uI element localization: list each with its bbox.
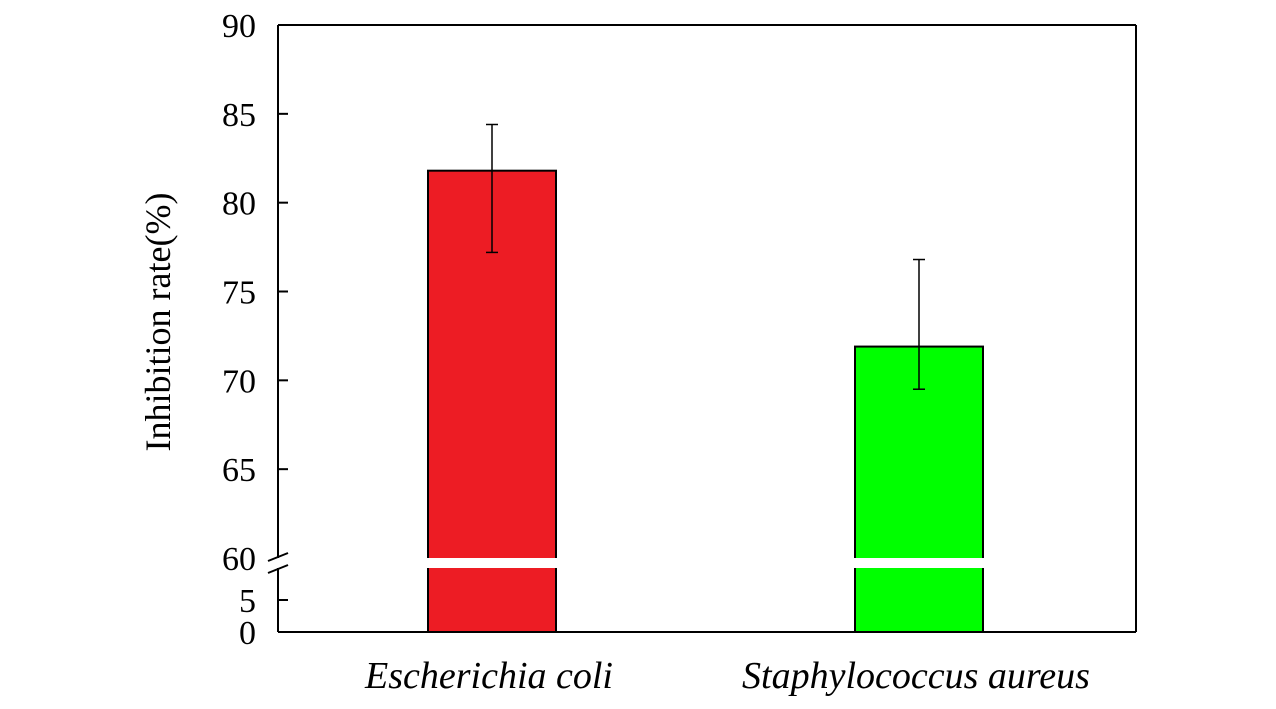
- y-tick-label-75: 75: [222, 275, 256, 312]
- axis-break-mark-upper: [267, 552, 289, 562]
- bar-break-gap-1: [853, 558, 985, 568]
- y-axis-title: Inhibition rate(%): [138, 193, 178, 452]
- y-tick-label-90: 90: [222, 8, 256, 45]
- y-tick-label-70: 70: [222, 363, 256, 400]
- plot-area: Escherichia coli Staphylococcus aureus 60 6…: [222, 8, 1137, 697]
- axis-break-mark-lower: [267, 564, 289, 574]
- bar-break-gap-0: [426, 558, 558, 568]
- x-tick-label-0: Escherichia coli: [364, 655, 613, 697]
- y-tick-label-0: 0: [239, 615, 256, 652]
- x-tick-label-1: Staphylococcus aureus: [742, 655, 1090, 697]
- y-tick-label-5: 5: [239, 583, 256, 620]
- y-tick-label-65: 65: [222, 452, 256, 489]
- y-tick-label-80: 80: [222, 186, 256, 223]
- y-tick-label-60: 60: [222, 541, 256, 578]
- y-tick-label-85: 85: [222, 97, 256, 134]
